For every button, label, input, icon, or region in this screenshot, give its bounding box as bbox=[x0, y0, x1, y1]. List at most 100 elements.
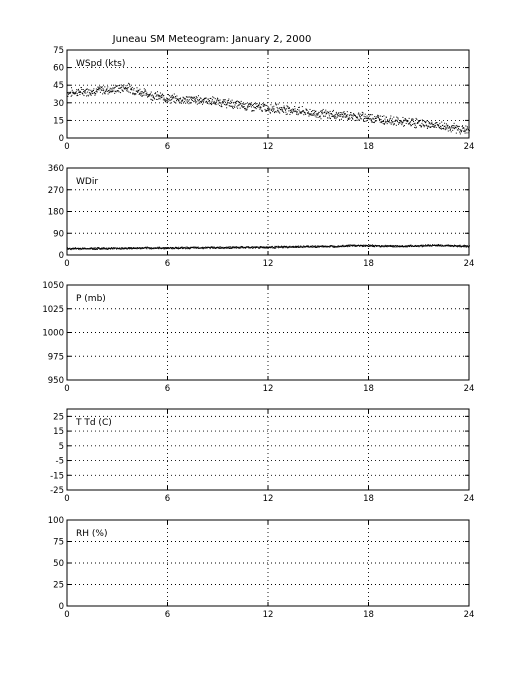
wspd-data-point bbox=[172, 96, 174, 98]
wspd-data-point bbox=[452, 125, 454, 127]
wdir-data-point bbox=[311, 246, 313, 248]
wdir-data-point bbox=[157, 247, 159, 249]
wdir-data-point bbox=[206, 247, 208, 249]
wspd-data-point bbox=[188, 103, 190, 105]
wspd-data-point bbox=[175, 97, 177, 99]
wspd-data-point bbox=[277, 108, 279, 110]
wdir-data-point bbox=[167, 247, 169, 249]
wspd-data-point bbox=[419, 119, 421, 121]
wspd-data-point bbox=[460, 130, 462, 132]
wspd-data-point bbox=[347, 118, 349, 120]
wdir-data-point bbox=[363, 244, 365, 246]
wdir-data-point bbox=[445, 245, 447, 247]
wdir-data-point bbox=[193, 246, 195, 248]
wspd-data-point bbox=[250, 103, 252, 105]
wspd-data-point bbox=[144, 94, 146, 96]
wdir-data-point bbox=[165, 248, 167, 250]
wspd-data-point bbox=[358, 114, 360, 116]
wdir-data-point bbox=[176, 247, 178, 249]
wdir-data-point bbox=[391, 245, 393, 247]
wspd-data-point bbox=[338, 115, 340, 117]
wdir-data-point bbox=[329, 246, 331, 248]
wdir-data-point bbox=[296, 246, 298, 248]
wspd-data-point bbox=[88, 89, 90, 91]
wspd-data-point bbox=[463, 127, 465, 129]
wspd-data-point bbox=[205, 97, 207, 99]
wdir-data-point bbox=[182, 246, 184, 248]
wspd-data-point bbox=[456, 126, 458, 128]
wspd-data-point bbox=[193, 101, 195, 103]
wspd-data-point bbox=[426, 120, 428, 122]
wdir-data-point bbox=[399, 246, 401, 248]
wdir-data-point bbox=[415, 245, 417, 247]
wspd-data-point bbox=[200, 102, 202, 104]
wdir-data-point bbox=[203, 247, 205, 249]
wspd-data-point bbox=[271, 109, 273, 111]
wspd-data-point bbox=[171, 98, 173, 100]
wspd-data-point bbox=[286, 113, 288, 115]
wspd-data-point bbox=[397, 117, 399, 119]
wdir-y-tick-label: 270 bbox=[48, 186, 64, 196]
wdir-data-point bbox=[123, 247, 125, 249]
wspd-data-point bbox=[392, 121, 394, 123]
wdir-data-point bbox=[156, 247, 158, 249]
wspd-data-point bbox=[99, 91, 101, 93]
wdir-data-point bbox=[448, 244, 450, 246]
wspd-data-point bbox=[301, 112, 303, 114]
wspd-data-point bbox=[79, 90, 81, 92]
wspd-data-point bbox=[240, 100, 242, 102]
wdir-data-point bbox=[381, 245, 383, 247]
wdir-data-point bbox=[302, 247, 304, 249]
wdir-data-point bbox=[89, 248, 91, 250]
wspd-data-point bbox=[104, 93, 106, 95]
wspd-data-point bbox=[244, 103, 246, 105]
wspd-data-point bbox=[87, 91, 89, 93]
wspd-data-point bbox=[106, 89, 108, 91]
wspd-data-point bbox=[74, 93, 76, 95]
wspd-data-point bbox=[320, 110, 322, 112]
rh-y-tick-label: 25 bbox=[53, 581, 64, 591]
wspd-data-point bbox=[391, 120, 393, 122]
wspd-data-point bbox=[366, 115, 368, 117]
wspd-data-point bbox=[361, 114, 363, 116]
wdir-data-point bbox=[148, 247, 150, 249]
wspd-data-point bbox=[237, 101, 239, 103]
wspd-data-point bbox=[271, 108, 273, 110]
wspd-data-point bbox=[78, 91, 80, 93]
wdir-data-point bbox=[383, 246, 385, 248]
wspd-data-point bbox=[315, 116, 317, 118]
wspd-data-point bbox=[121, 85, 123, 87]
wspd-data-point bbox=[421, 122, 423, 124]
wdir-data-point bbox=[317, 246, 319, 248]
wspd-data-point bbox=[332, 111, 334, 113]
wspd-data-point bbox=[82, 88, 84, 90]
wspd-data-point bbox=[159, 98, 161, 100]
wspd-data-point bbox=[185, 102, 187, 104]
wdir-data-point bbox=[383, 245, 385, 247]
wspd-data-point bbox=[76, 93, 78, 95]
wdir-data-point bbox=[245, 247, 247, 249]
wdir-data-point bbox=[295, 245, 297, 247]
wspd-data-point bbox=[447, 126, 449, 128]
wspd-data-point bbox=[140, 94, 142, 96]
wdir-data-point bbox=[409, 244, 411, 246]
wspd-data-point bbox=[355, 116, 357, 118]
wspd-data-point bbox=[310, 114, 312, 116]
wspd-data-point bbox=[180, 97, 182, 99]
wdir-data-point bbox=[284, 245, 286, 247]
wspd-data-point bbox=[297, 108, 299, 110]
wspd-data-point bbox=[243, 106, 245, 108]
wspd-data-point bbox=[112, 87, 114, 89]
wspd-data-point bbox=[266, 105, 268, 107]
wspd-data-point bbox=[114, 86, 116, 88]
wdir-data-point bbox=[364, 245, 366, 247]
wspd-data-point bbox=[319, 115, 321, 117]
temp-dewpoint-y-tick-label: 5 bbox=[59, 442, 64, 452]
wdir-data-point bbox=[175, 246, 177, 248]
wdir-data-point bbox=[464, 245, 466, 247]
wdir-data-point bbox=[450, 245, 452, 247]
wdir-data-point bbox=[197, 246, 199, 248]
wdir-data-point bbox=[144, 246, 146, 248]
wdir-data-point bbox=[272, 246, 274, 248]
wspd-data-point bbox=[203, 98, 205, 100]
